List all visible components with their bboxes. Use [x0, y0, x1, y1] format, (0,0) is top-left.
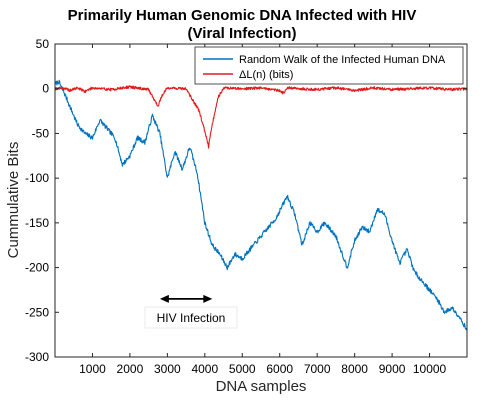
annotation-box: [144, 306, 238, 329]
plot-area: [54, 43, 468, 358]
arrow-head-right: [203, 294, 213, 303]
y-axis-label: Cummulative Bits: [5, 142, 22, 259]
series-layer: [54, 79, 468, 331]
plot-background: [55, 44, 467, 357]
legend-box: [194, 46, 464, 85]
annotation-label: HIV Infection: [157, 311, 226, 325]
y-tick-label: 0: [42, 82, 49, 96]
y-tick-label: -150: [25, 216, 49, 230]
x-tick-label: 5000: [229, 362, 256, 376]
x-tick-label: 7000: [304, 362, 331, 376]
ticks-layer: 1000 2000 3000 4000 5000 6000 7000 8000 9000 1000…: [25, 37, 467, 376]
y-tick-label: -300: [25, 350, 49, 364]
arrow-head-left: [159, 294, 169, 303]
y-tick-label: -50: [32, 126, 50, 140]
x-axis-label: DNA samples: [216, 378, 307, 395]
x-tick-label: 4000: [191, 362, 218, 376]
plot-border: [54, 43, 468, 358]
double-arrow-icon: [159, 294, 213, 303]
chart-title: Primarily Human Genomic DNA Infected wit…: [68, 7, 417, 24]
series-line-random-walk: [54, 79, 468, 331]
x-tick-label: 9000: [379, 362, 406, 376]
legend-label-random-walk: Random Walk of the Infected Human DNA: [239, 54, 446, 66]
y-tick-label: 50: [36, 37, 50, 51]
x-tick-label: 1000: [79, 362, 106, 376]
legend: Random Walk of the Infected Human DNA ΔL…: [194, 46, 464, 85]
hiv-infection-annotation: HIV Infection: [144, 294, 238, 329]
legend-label-delta-l: ΔL(n) (bits): [239, 69, 293, 81]
x-tick-label: 6000: [266, 362, 293, 376]
x-tick-label: 10000: [413, 362, 447, 376]
x-tick-label: 3000: [154, 362, 181, 376]
chart-subtitle: (Viral Infection): [188, 25, 297, 42]
y-tick-label: -250: [25, 305, 49, 319]
series-line-delta-l: [54, 85, 468, 149]
x-tick-label: 8000: [341, 362, 368, 376]
x-tick-label: 2000: [117, 362, 144, 376]
y-tick-label: -100: [25, 171, 49, 185]
y-tick-label: -200: [25, 261, 49, 275]
